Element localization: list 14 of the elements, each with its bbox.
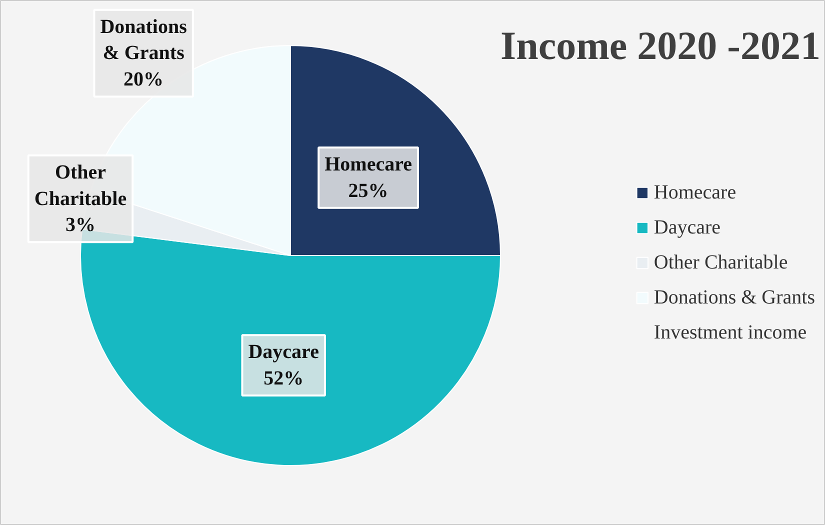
legend-label: Daycare bbox=[654, 216, 721, 239]
data-label: 52% bbox=[264, 367, 304, 390]
data-label: 20% bbox=[124, 68, 164, 91]
legend-label: Other Charitable bbox=[654, 251, 788, 274]
category-label: Investment income bbox=[654, 321, 807, 343]
legend-label: Homecare bbox=[654, 181, 736, 204]
slice-label: Daycare bbox=[248, 341, 320, 364]
slice-label: Other Charitable bbox=[34, 161, 127, 210]
slice-label: Donations & Grants bbox=[100, 16, 188, 64]
legend-label: Donations & Grants bbox=[654, 286, 815, 309]
data-label: 25% bbox=[348, 180, 388, 202]
chart-title: Income 2020 -2021 bbox=[500, 23, 821, 68]
data-label: 3% bbox=[66, 214, 96, 236]
slice-label: Homecare bbox=[324, 154, 412, 176]
